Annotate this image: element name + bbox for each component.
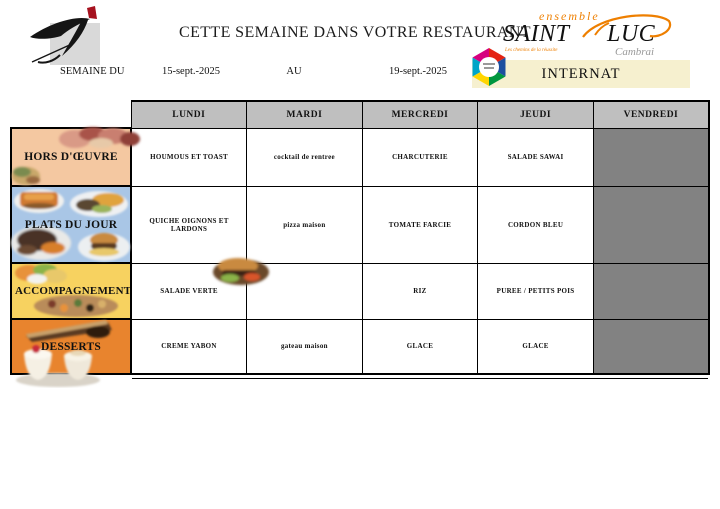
day-header-mercredi: MERCREDI — [361, 100, 479, 129]
cell-hors-doeuvre-vendredi — [592, 127, 710, 187]
brand-city: Cambrai — [615, 46, 655, 58]
cell-plats-mercredi: TOMATE FARCIE — [361, 185, 479, 264]
cell-hors-doeuvre-jeudi: SALADE SAWAI — [477, 127, 594, 187]
cell-plats-lundi: QUICHE OIGNONS ET LARDONS — [130, 185, 248, 264]
brand-swoosh-icon — [582, 14, 672, 38]
cell-accomp-jeudi: PUREE / PETITS POIS — [477, 262, 594, 320]
day-header-jeudi: JEUDI — [477, 100, 594, 129]
cell-desserts-vendredi — [592, 318, 710, 375]
day-header-mardi: MARDI — [246, 100, 363, 129]
cell-desserts-mercredi: GLACE — [361, 318, 479, 375]
brand-luc-text: LUC — [607, 21, 656, 47]
week-to-label: AU — [286, 66, 302, 77]
cell-accomp-lundi: SALADE VERTE — [130, 262, 248, 320]
menu-table: LUNDI MARDI MERCREDI JEUDI VENDREDI HORS… — [10, 100, 710, 375]
cell-hors-doeuvre-mardi: cocktail de rentree — [246, 127, 363, 187]
brand-ensemble-text: ensemble — [539, 9, 600, 23]
cell-hors-doeuvre-mercredi: CHARCUTERIE — [361, 127, 479, 187]
day-header-lundi: LUNDI — [130, 100, 248, 129]
cell-desserts-jeudi: GLACE — [477, 318, 594, 375]
site-banner: INTERNAT — [472, 60, 690, 88]
cell-plats-mardi: pizza maison — [246, 185, 363, 264]
cell-desserts-mardi: gateau maison — [246, 318, 363, 375]
row-label-desserts: DESSERTS — [10, 318, 132, 375]
page-title: CETTE SEMAINE DANS VOTRE RESTAURANT — [179, 24, 531, 41]
cell-accomp-mardi — [246, 262, 363, 320]
row-label-accompagnements: ACCOMPAGNEMENTS — [10, 262, 132, 320]
cell-plats-jeudi: CORDON BLEU — [477, 185, 594, 264]
cell-accomp-vendredi — [592, 262, 710, 320]
week-start-date: 15-sept.-2025 — [161, 66, 221, 77]
brand-saint-text: SAINT — [503, 21, 570, 47]
cell-hors-doeuvre-lundi: HOUMOUS ET TOAST — [130, 127, 248, 187]
day-header-vendredi: VENDREDI — [592, 100, 710, 129]
cell-plats-vendredi — [592, 185, 710, 264]
table-bottom-rule — [132, 378, 708, 379]
cell-accomp-mercredi: RIZ — [361, 262, 479, 320]
week-from-label: SEMAINE DU — [60, 66, 125, 77]
saint-luc-dancer-logo — [30, 6, 100, 65]
color-wheel-badge-icon — [472, 48, 506, 86]
cell-desserts-lundi: CREME YABON — [130, 318, 248, 375]
ensemble-saint-luc-logo: ensemble SAINT LUC Les chemins de la réu… — [503, 9, 679, 61]
table-corner-spacer — [11, 101, 131, 128]
row-label-plats-du-jour: PLATS DU JOUR — [10, 185, 132, 264]
week-end-date: 19-sept.-2025 — [388, 66, 448, 77]
row-label-hors-doeuvre: HORS D'ŒUVRE — [10, 127, 132, 187]
brand-tagline: Les chemins de la réussite — [505, 48, 558, 53]
